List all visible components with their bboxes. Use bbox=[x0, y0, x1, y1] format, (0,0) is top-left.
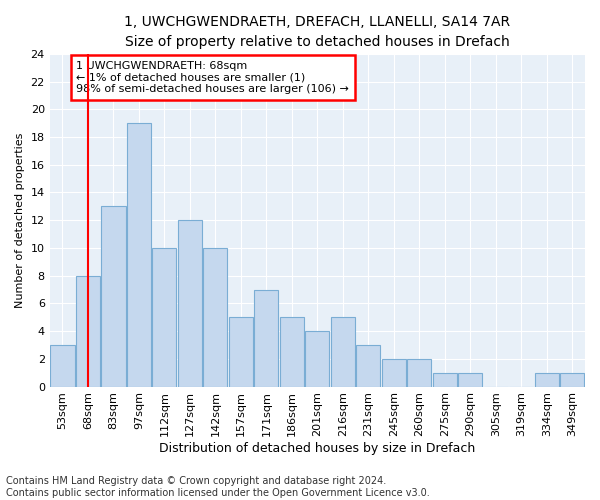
Bar bbox=[305, 331, 329, 386]
Bar bbox=[76, 276, 100, 386]
Bar bbox=[254, 290, 278, 386]
Bar bbox=[433, 372, 457, 386]
Bar bbox=[229, 318, 253, 386]
Text: Contains HM Land Registry data © Crown copyright and database right 2024.
Contai: Contains HM Land Registry data © Crown c… bbox=[6, 476, 430, 498]
Bar bbox=[152, 248, 176, 386]
Bar bbox=[458, 372, 482, 386]
Bar bbox=[382, 359, 406, 386]
Bar bbox=[203, 248, 227, 386]
Bar bbox=[331, 318, 355, 386]
Bar bbox=[178, 220, 202, 386]
Bar bbox=[101, 206, 125, 386]
Bar bbox=[50, 345, 74, 387]
Bar bbox=[127, 123, 151, 386]
Bar bbox=[280, 318, 304, 386]
Bar bbox=[356, 345, 380, 387]
Text: 1 UWCHGWENDRAETH: 68sqm
← 1% of detached houses are smaller (1)
98% of semi-deta: 1 UWCHGWENDRAETH: 68sqm ← 1% of detached… bbox=[76, 61, 349, 94]
X-axis label: Distribution of detached houses by size in Drefach: Distribution of detached houses by size … bbox=[159, 442, 475, 455]
Bar bbox=[560, 372, 584, 386]
Title: 1, UWCHGWENDRAETH, DREFACH, LLANELLI, SA14 7AR
Size of property relative to deta: 1, UWCHGWENDRAETH, DREFACH, LLANELLI, SA… bbox=[124, 15, 511, 48]
Bar bbox=[535, 372, 559, 386]
Y-axis label: Number of detached properties: Number of detached properties bbox=[15, 132, 25, 308]
Bar bbox=[407, 359, 431, 386]
